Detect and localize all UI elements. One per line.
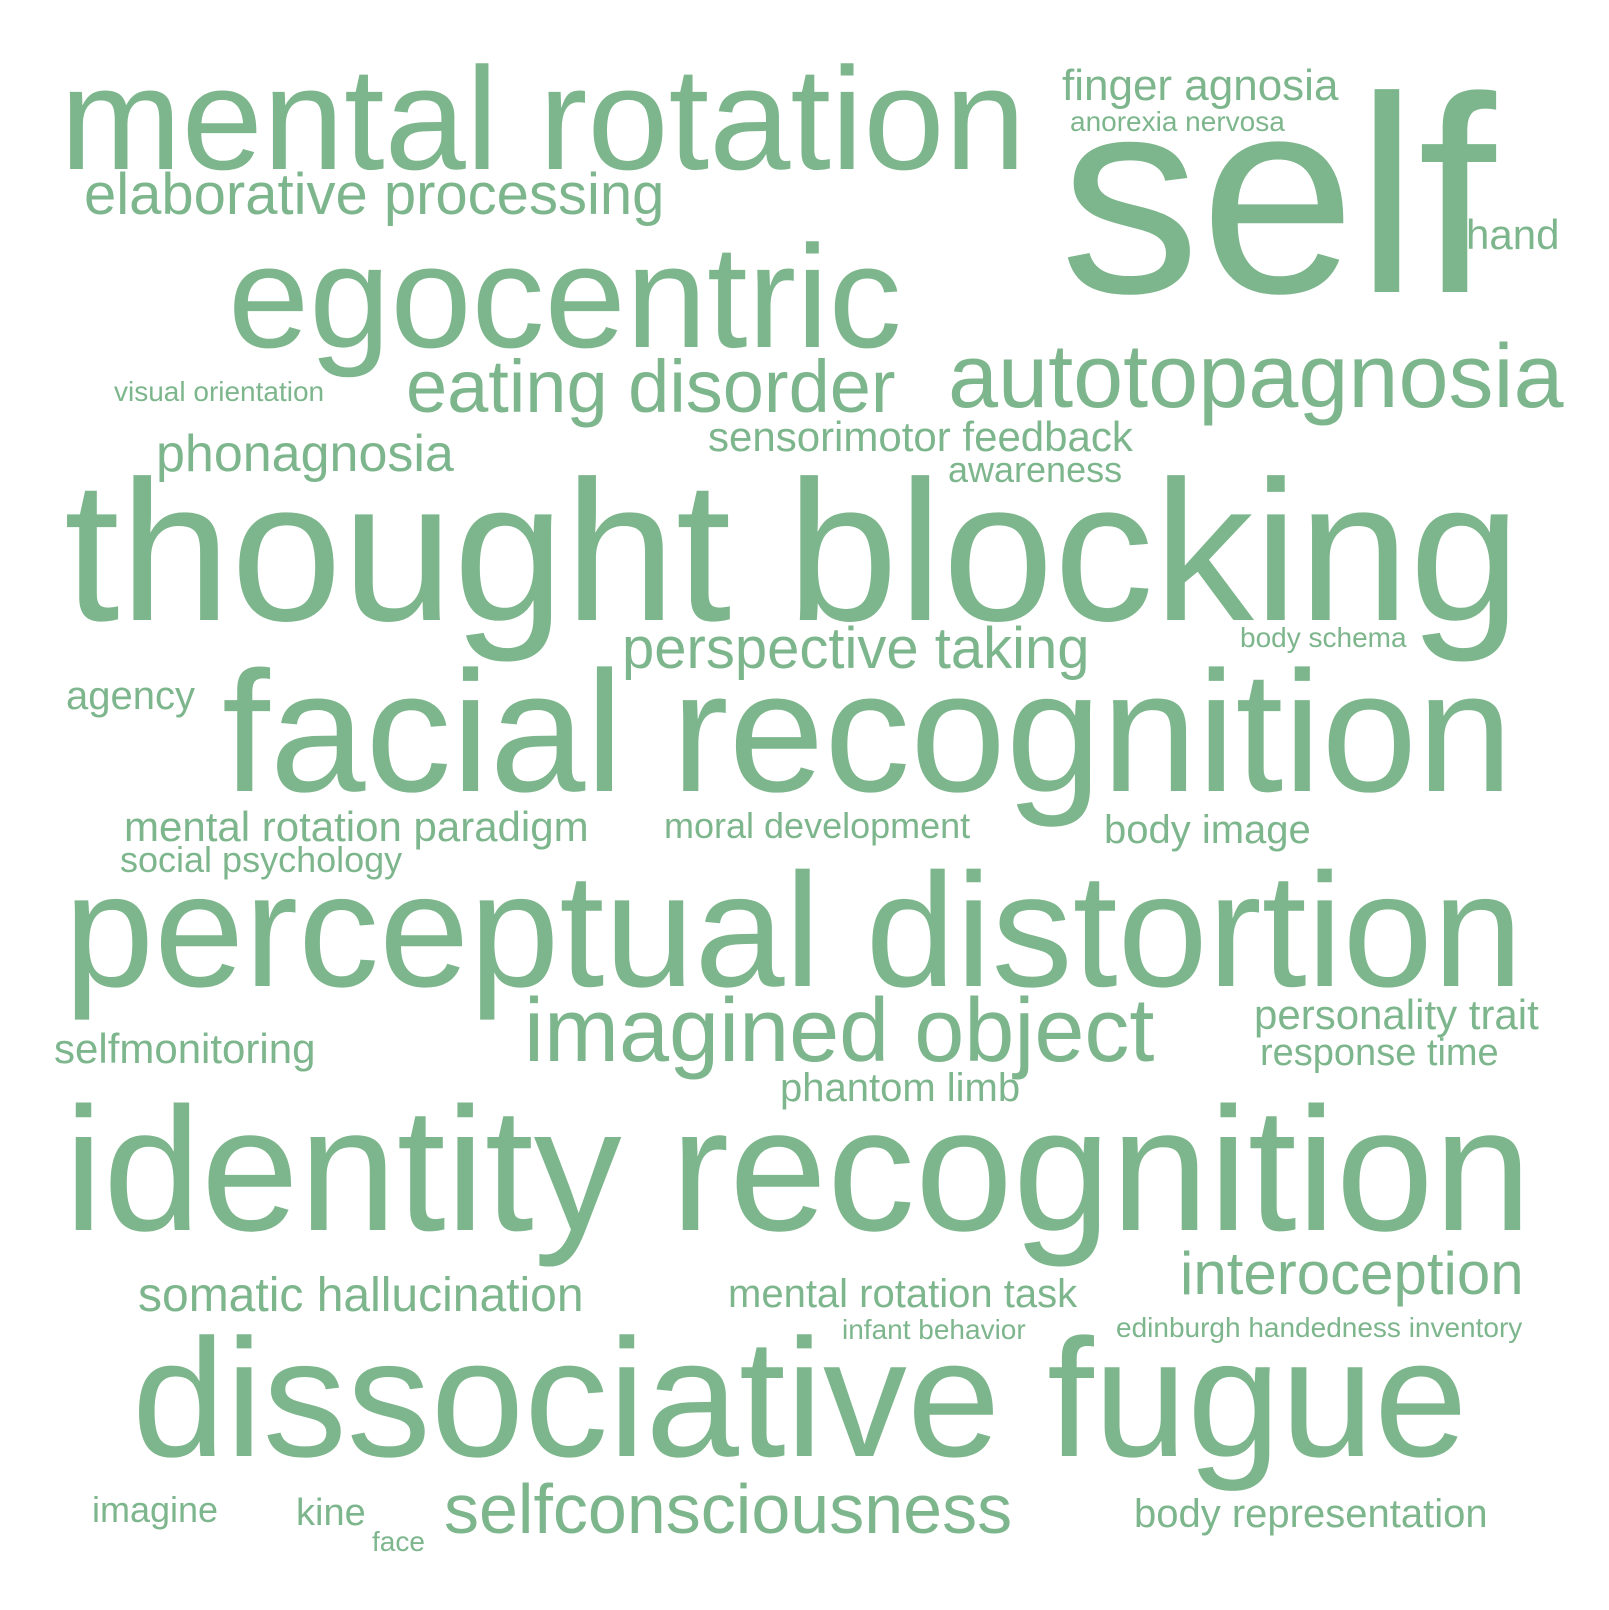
word-interoception: interoception [1180,1240,1524,1307]
word-anorexia-nervosa: anorexia nervosa [1070,106,1285,137]
word-elaborative-processing: elaborative processing [84,162,665,227]
word-phonagnosia: phonagnosia [156,425,454,483]
word-selfconsciousness: selfconsciousness [444,1470,1013,1548]
word-hand: hand [1466,211,1560,258]
word-body-representation: body representation [1134,1492,1488,1536]
word-body-image: body image [1104,808,1311,852]
word-finger-agnosia: finger agnosia [1062,61,1339,110]
word-selfmonitoring: selfmonitoring [54,1025,316,1072]
word-response-time: response time [1260,1032,1499,1074]
word-face: face [372,1526,425,1557]
word-mental-rotation: mental rotation [60,37,1026,200]
word-body-schema: body schema [1240,622,1407,653]
word-perspective-taking: perspective taking [622,616,1090,681]
word-eating-disorder: eating disorder [406,345,896,428]
word-imagined-object: imagined object [524,981,1155,1081]
word-imagine: imagine [92,1489,219,1530]
word-sensorimotor-feedback: sensorimotor feedback [708,413,1133,460]
word-visual-orientation: visual orientation [114,376,325,407]
word-infant-behavior: infant behavior [842,1314,1026,1345]
word-agency: agency [66,674,195,718]
word-autotopagnosia: autotopagnosia [948,327,1564,427]
word-thought-blocking: thought blocking [64,440,1521,663]
word-moral-development: moral development [664,805,971,846]
word-perceptual-distortion: perceptual distortion [64,840,1523,1021]
word-self: self [1060,40,1496,352]
word-phantom-limb: phantom limb [780,1066,1021,1110]
word-kine: kine [296,1492,366,1534]
word-identity-recognition: identity recognition [64,1072,1532,1268]
word-dissociative-fugue: dissociative fugue [132,1304,1468,1492]
word-egocentric: egocentric [228,215,902,378]
word-facial-recognition: facial recognition [222,636,1513,828]
word-awareness: awareness [948,449,1123,490]
word-mental-rotation-paradigm: mental rotation paradigm [124,803,589,850]
word-edinburgh-handedness-inventory: edinburgh handedness inventory [1116,1312,1523,1343]
word-mental-rotation-task: mental rotation task [728,1272,1078,1316]
word-personality-trait: personality trait [1254,991,1539,1038]
word-social-psychology: social psychology [120,839,403,880]
word-somatic-hallucination: somatic hallucination [138,1269,584,1322]
